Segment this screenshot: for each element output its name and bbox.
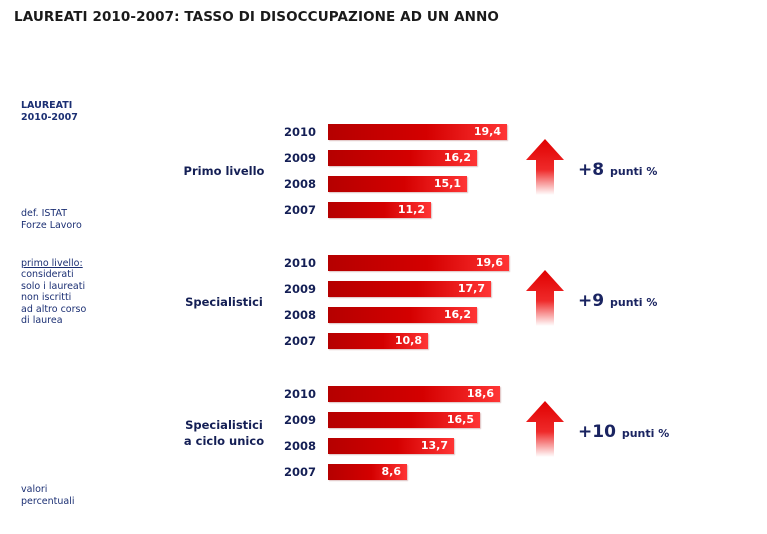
year-label: 2009 [283,282,316,296]
delta-label: +10 punti % [578,422,669,442]
bar-value-label: 16,2 [443,151,471,164]
page-title: LAUREATI 2010-2007: TASSO DI DISOCCUPAZI… [14,9,499,25]
footnote: valori percentuali [21,484,75,507]
group-label: Primo livello [183,164,265,178]
bar-value-label: 10,8 [394,334,422,347]
bar [328,281,491,297]
up-arrow-icon [526,270,564,326]
bar-value-label: 17,7 [457,282,485,295]
bar [328,386,500,402]
bar [328,307,477,323]
bar [328,438,454,454]
bar-value-label: 19,6 [475,256,503,269]
year-label: 2007 [283,203,316,217]
group-label: Specialistici a ciclo unico [183,418,265,448]
bar [328,202,431,218]
bar-value-label: 15,1 [433,177,461,190]
bar-value-label: 13,7 [420,439,448,452]
delta-label: +8 punti % [578,160,657,180]
delta-unit: punti % [621,427,670,440]
bar [328,150,477,166]
year-label: 2010 [283,125,316,139]
bar [328,464,407,480]
delta-unit: punti % [610,165,658,178]
definition-text: def. ISTAT Forze Lavoro [21,208,82,231]
delta-value: +9 [578,291,610,311]
delta-value: +8 [578,160,610,180]
bar [328,176,467,192]
delta-label: +9 punti % [578,291,657,311]
year-label: 2008 [283,439,316,453]
up-arrow-icon [526,401,564,457]
side-header: LAUREATI 2010-2007 [21,100,78,123]
up-arrow-icon [526,139,564,195]
year-label: 2007 [283,334,316,348]
bar-value-label: 11,2 [397,203,425,216]
delta-value: +10 [578,422,622,442]
primo-livello-label: primo livello: [21,257,83,269]
year-label: 2008 [283,177,316,191]
bar-value-label: 16,2 [443,308,471,321]
year-label: 2008 [283,308,316,322]
year-label: 2009 [283,413,316,427]
year-label: 2010 [283,256,316,270]
primo-livello-note: primo livello: considerati solo i laurea… [21,246,86,338]
bar-value-label: 18,6 [466,387,494,400]
year-label: 2009 [283,151,316,165]
group-label: Specialistici [185,295,263,309]
bar-value-label: 8,6 [381,465,402,478]
year-label: 2007 [283,465,316,479]
bar-value-label: 16,5 [446,413,474,426]
bar [328,333,428,349]
year-label: 2010 [283,387,316,401]
bar [328,255,509,271]
bar [328,124,507,140]
delta-unit: punti % [610,296,658,309]
primo-livello-description: considerati solo i laureati non iscritti… [21,269,87,326]
bar [328,412,480,428]
bar-value-label: 19,4 [473,125,501,138]
